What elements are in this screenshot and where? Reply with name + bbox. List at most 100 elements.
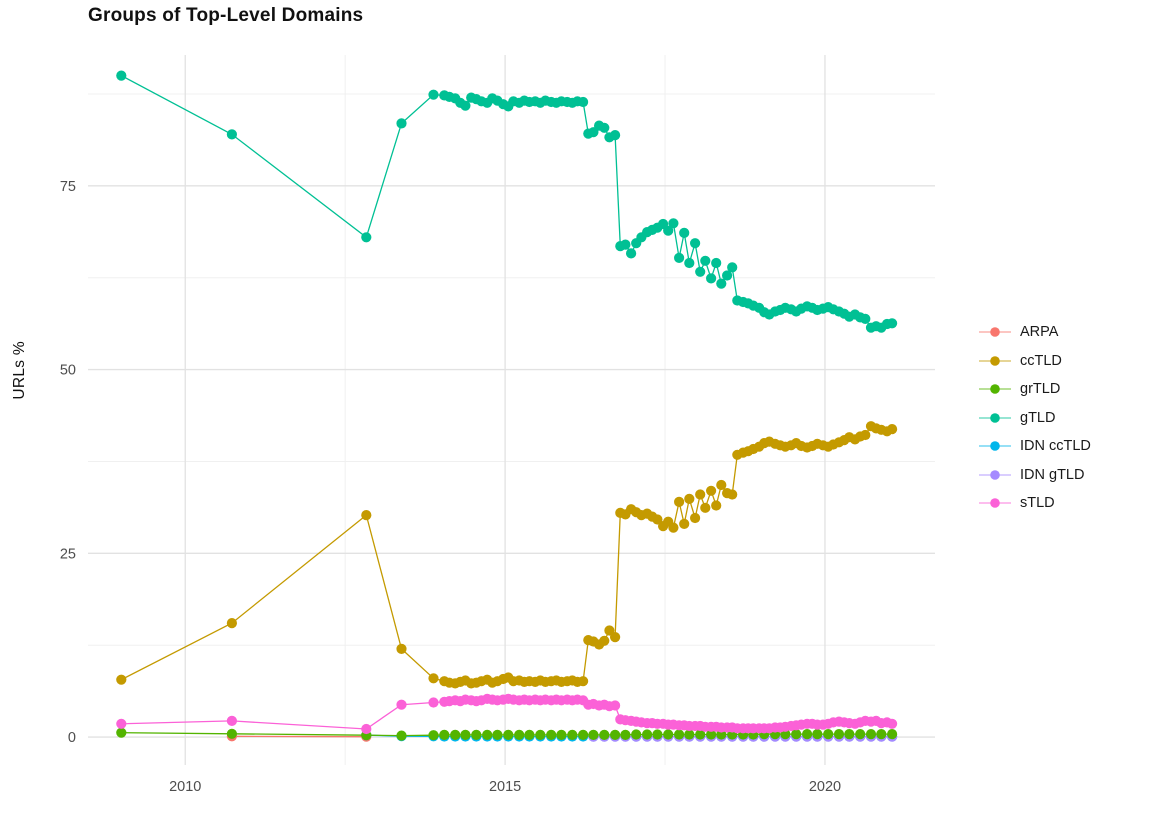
data-point (610, 729, 621, 741)
data-point (116, 674, 127, 685)
data-point (652, 514, 663, 525)
data-point (116, 70, 127, 81)
data-point (567, 729, 578, 741)
data-point (626, 248, 637, 259)
data-point (887, 729, 898, 740)
data-point (620, 239, 631, 250)
data-point (684, 729, 695, 740)
legend-item-gTLD: gTLD (977, 404, 1091, 433)
legend-key-icon (979, 355, 1011, 366)
data-point (700, 502, 711, 513)
data-point (860, 429, 871, 441)
data-point (716, 278, 727, 289)
data-point (578, 96, 589, 108)
legend-label: IDN ccTLD (1020, 438, 1091, 455)
data-point (556, 729, 567, 741)
legend-item-ccTLD: ccTLD (977, 347, 1091, 376)
data-point (482, 729, 493, 741)
data-point (663, 225, 674, 236)
data-point (690, 238, 701, 249)
data-point (668, 218, 679, 229)
data-point (546, 729, 557, 741)
data-point (428, 89, 439, 100)
data-point (716, 479, 727, 491)
data-point (439, 729, 450, 741)
data-point (604, 625, 615, 636)
data-point (663, 729, 674, 740)
data-point (578, 676, 589, 687)
legend-key-icon (979, 498, 1011, 509)
data-point (396, 118, 407, 129)
y-tick-label: 75 (60, 179, 76, 195)
axis-tick-labels: 2010 2015 2020 0 25 50 75 (60, 179, 841, 795)
legend-key-icon (979, 384, 1011, 395)
y-tick-label: 25 (60, 546, 76, 562)
data-point (116, 727, 127, 738)
data-point (610, 632, 621, 643)
series-line (120, 75, 893, 329)
legend-label: ccTLD (1020, 352, 1062, 369)
y-tick-label: 0 (68, 730, 76, 746)
data-point (226, 618, 237, 629)
data-point (706, 485, 717, 496)
data-point (460, 100, 471, 111)
series-gTLD (116, 70, 898, 333)
data-point (492, 729, 503, 741)
legend-label: ARPA (1020, 324, 1059, 341)
legend-key-dot (990, 355, 1000, 366)
data-point (674, 252, 685, 263)
data-point (887, 318, 898, 329)
legend-item-sTLD: sTLD (977, 489, 1091, 518)
legend-key-icon (979, 412, 1011, 423)
data-point (791, 729, 802, 740)
data-point (652, 729, 663, 740)
data-point (668, 522, 679, 533)
data-point (700, 255, 711, 266)
data-point (450, 729, 461, 741)
legend-key-dot (990, 327, 1000, 338)
legend-label: grTLD (1020, 381, 1061, 398)
data-point (361, 509, 372, 521)
data-point (876, 729, 887, 740)
data-point (887, 424, 898, 435)
data-point (631, 729, 642, 740)
data-point (679, 227, 690, 238)
legend-item-grTLD: grTLD (977, 375, 1091, 404)
data-point (588, 729, 599, 741)
legend-item-IDN-ccTLD: IDN ccTLD (977, 432, 1091, 461)
legend: ARPA ccTLD grTLD gTLD IDN ccTLD IDN gTLD sTLD (977, 318, 1091, 518)
data-point (711, 257, 722, 269)
data-point (610, 130, 621, 141)
data-point (722, 270, 733, 281)
data-point (460, 729, 471, 741)
data-point (428, 673, 439, 684)
legend-key-icon (979, 469, 1011, 480)
y-tick-label: 50 (60, 363, 76, 379)
data-point (716, 729, 727, 740)
data-point (610, 700, 621, 711)
data-point (674, 496, 685, 507)
data-point (226, 129, 237, 140)
data-point (833, 729, 845, 740)
data-point (844, 729, 855, 740)
legend-key-icon (979, 441, 1011, 452)
data-point (860, 313, 871, 324)
x-tick-label: 2010 (169, 779, 201, 795)
data-point (711, 500, 722, 511)
legend-key-dot (990, 384, 1000, 395)
legend-label: IDN gTLD (1020, 466, 1085, 483)
data-point (116, 718, 127, 729)
data-point (599, 122, 610, 133)
data-point (226, 715, 237, 727)
data-point (727, 262, 738, 273)
x-tick-label: 2015 (489, 779, 521, 795)
data-point (823, 729, 834, 740)
data-point (428, 697, 439, 708)
data-point (514, 729, 525, 741)
data-point (503, 729, 514, 741)
data-point (361, 232, 372, 243)
data-point (588, 127, 599, 138)
data-point (674, 729, 685, 740)
data-point (428, 730, 439, 741)
